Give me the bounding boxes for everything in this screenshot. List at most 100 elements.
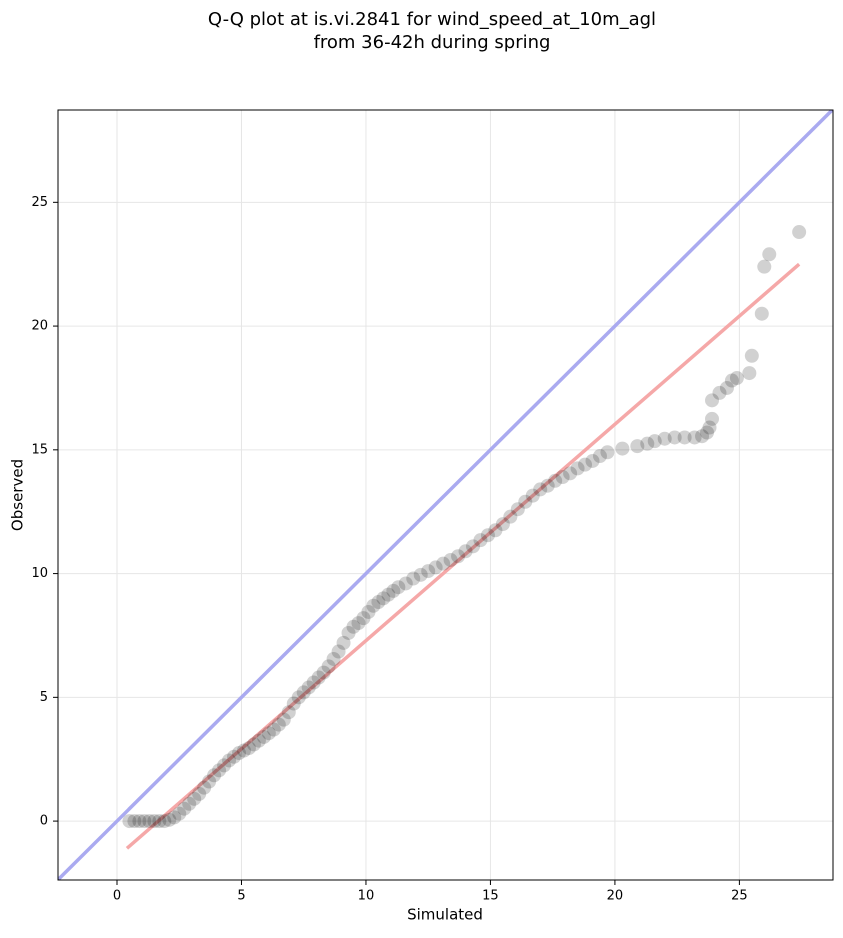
point bbox=[762, 247, 777, 262]
point bbox=[152, 814, 167, 829]
y-axis-label: Observed bbox=[9, 459, 27, 531]
point bbox=[640, 436, 655, 451]
point bbox=[217, 758, 232, 773]
point bbox=[473, 533, 488, 548]
point bbox=[570, 461, 585, 476]
point bbox=[687, 430, 702, 445]
point bbox=[207, 768, 222, 783]
point bbox=[443, 552, 458, 567]
point bbox=[366, 598, 381, 613]
point bbox=[162, 812, 177, 827]
point bbox=[326, 651, 341, 666]
point bbox=[212, 763, 227, 778]
point bbox=[192, 786, 207, 801]
y-tick-label: 15 bbox=[31, 442, 48, 457]
point bbox=[600, 445, 615, 460]
point bbox=[615, 441, 630, 456]
point bbox=[286, 696, 301, 711]
point bbox=[261, 726, 276, 741]
point bbox=[172, 806, 187, 821]
chart-title: Q-Q plot at is.vi.2841 for wind_speed_at… bbox=[208, 9, 656, 30]
point bbox=[361, 604, 376, 619]
point bbox=[197, 780, 212, 795]
point bbox=[266, 722, 281, 737]
point bbox=[291, 690, 306, 705]
y-tick-label: 0 bbox=[40, 814, 48, 829]
point bbox=[122, 814, 137, 829]
point bbox=[132, 814, 147, 829]
point bbox=[167, 810, 182, 825]
point bbox=[311, 670, 326, 685]
point bbox=[742, 366, 757, 381]
point bbox=[466, 539, 481, 554]
point bbox=[331, 644, 346, 659]
point bbox=[231, 746, 246, 761]
point bbox=[421, 564, 436, 579]
point bbox=[256, 729, 271, 744]
point bbox=[187, 791, 202, 806]
point bbox=[386, 583, 401, 598]
point bbox=[729, 371, 744, 386]
point bbox=[585, 453, 600, 468]
point bbox=[371, 595, 386, 610]
point bbox=[296, 685, 311, 700]
x-tick-label: 20 bbox=[607, 889, 624, 904]
point bbox=[458, 544, 473, 559]
x-tick-label: 0 bbox=[113, 889, 121, 904]
y-tick-label: 20 bbox=[31, 319, 48, 334]
point bbox=[548, 473, 563, 488]
point bbox=[391, 580, 406, 595]
point bbox=[792, 225, 807, 240]
point bbox=[227, 749, 242, 764]
point bbox=[306, 675, 321, 690]
point bbox=[657, 431, 672, 446]
x-axis-label: Simulated bbox=[407, 906, 483, 924]
point bbox=[127, 814, 142, 829]
point bbox=[137, 814, 152, 829]
point bbox=[744, 348, 759, 363]
point bbox=[563, 466, 578, 481]
point bbox=[202, 774, 217, 789]
point bbox=[336, 635, 351, 650]
point bbox=[630, 439, 645, 454]
point bbox=[540, 478, 555, 493]
point bbox=[341, 625, 356, 640]
point bbox=[705, 411, 720, 426]
point bbox=[271, 717, 286, 732]
point bbox=[241, 741, 256, 756]
point bbox=[712, 385, 727, 400]
reference-line bbox=[125, 262, 801, 850]
y-tick-label: 5 bbox=[40, 690, 48, 705]
point bbox=[381, 587, 396, 602]
x-tick-label: 5 bbox=[237, 889, 245, 904]
point bbox=[525, 488, 540, 503]
point bbox=[754, 306, 769, 321]
point bbox=[413, 567, 428, 582]
point bbox=[757, 259, 772, 274]
plot-frame bbox=[57, 109, 834, 881]
y-tick-label: 10 bbox=[31, 566, 48, 581]
point bbox=[510, 502, 525, 517]
point bbox=[667, 430, 682, 445]
point bbox=[700, 425, 715, 440]
point bbox=[376, 591, 391, 606]
point bbox=[495, 517, 510, 532]
point bbox=[316, 665, 331, 680]
point bbox=[533, 482, 548, 497]
point bbox=[451, 549, 466, 564]
point bbox=[147, 814, 162, 829]
point bbox=[647, 434, 662, 449]
point bbox=[555, 470, 570, 485]
point bbox=[281, 705, 296, 720]
point bbox=[398, 576, 413, 591]
point bbox=[246, 737, 261, 752]
x-tick-label: 25 bbox=[731, 889, 748, 904]
point bbox=[705, 393, 720, 408]
x-tick-label: 10 bbox=[358, 889, 375, 904]
point bbox=[480, 528, 495, 543]
point bbox=[592, 449, 607, 464]
point bbox=[346, 619, 361, 634]
plot-area bbox=[58, 110, 833, 880]
point bbox=[157, 814, 172, 829]
